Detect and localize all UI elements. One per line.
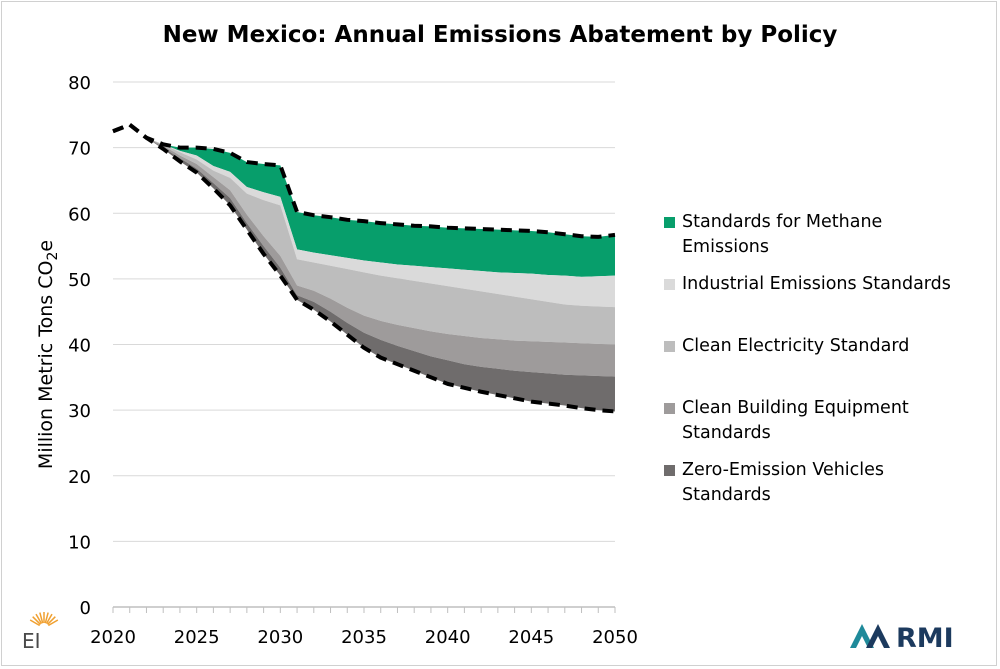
y-tick-label: 10	[68, 532, 91, 553]
legend-swatch	[664, 403, 675, 414]
ei-ray	[35, 613, 43, 625]
legend-label: Industrial Emissions Standards	[682, 274, 951, 294]
y-tick-label: 20	[68, 467, 91, 488]
legend-swatch	[664, 279, 675, 290]
x-tick-label: 2050	[592, 627, 638, 648]
reference-line	[112, 122, 616, 239]
ei-ray	[39, 612, 44, 624]
legend-label: Standards for Methane Emissions	[682, 212, 883, 257]
rmi-logo-text: RMI	[896, 623, 954, 654]
legend-item: Zero-Emission Vehicles Standards	[664, 458, 982, 508]
x-tick-label: 2035	[341, 627, 387, 648]
y-tick-label: 80	[68, 73, 91, 94]
ei-sunburst-icon: EI	[22, 612, 59, 653]
legend-label: Zero-Emission Vehicles Standards	[682, 460, 885, 505]
ei-ray	[29, 619, 41, 627]
ei-logo-text: EI	[22, 629, 41, 653]
area-band	[113, 124, 615, 377]
ei-logo: EI	[22, 604, 72, 658]
legend-item: Clean Building Equipment Standards	[664, 396, 982, 446]
legend-swatch	[664, 341, 675, 352]
y-tick-label: 0	[80, 598, 91, 619]
area-band	[113, 124, 615, 345]
area-band	[113, 124, 615, 412]
legend-item: Industrial Emissions Standards	[664, 272, 982, 297]
area-band	[113, 124, 615, 277]
ei-ray	[47, 619, 59, 627]
ei-ray	[44, 612, 49, 624]
legend-swatch	[664, 465, 675, 476]
rmi-logo: RMI	[846, 618, 986, 658]
y-tick-label: 70	[68, 139, 91, 160]
y-tick-label: 60	[68, 204, 91, 225]
legend-label: Clean Building Equipment Standards	[682, 398, 909, 443]
legend-label: Clean Electricity Standard	[682, 336, 910, 356]
reference-line	[112, 122, 616, 414]
area-band	[113, 124, 615, 308]
x-tick-label: 2040	[425, 627, 471, 648]
rmi-mountain-icon: RMI	[850, 623, 954, 654]
ei-ray	[45, 613, 53, 625]
y-axis-label: Million Metric Tons CO2e	[35, 240, 61, 469]
x-tick-label: 2045	[508, 627, 554, 648]
legend-item: Clean Electricity Standard	[664, 334, 982, 359]
chart-title: New Mexico: Annual Emissions Abatement b…	[162, 22, 838, 48]
ei-ray	[47, 616, 56, 625]
ei-ray	[32, 616, 41, 625]
legend-swatch	[664, 217, 675, 228]
y-tick-label: 40	[68, 336, 91, 357]
x-tick-label: 2030	[257, 627, 303, 648]
y-tick-label: 50	[68, 270, 91, 291]
legend-item: Standards for Methane Emissions	[664, 210, 982, 260]
x-tick-label: 2020	[90, 627, 136, 648]
x-tick-label: 2025	[174, 627, 220, 648]
y-tick-label: 30	[68, 401, 91, 422]
